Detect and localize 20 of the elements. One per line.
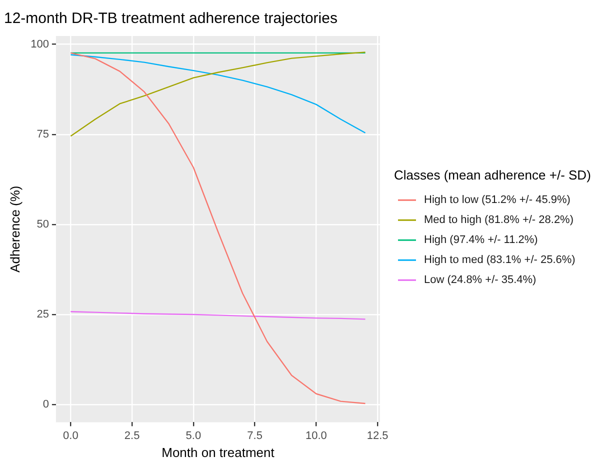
y-tick-label: 50 bbox=[36, 218, 49, 230]
legend-label: High to med (83.1% +/- 25.6%) bbox=[424, 254, 576, 266]
legend-label: Low (24.8% +/- 35.4%) bbox=[424, 274, 536, 286]
y-tick-label: 75 bbox=[36, 128, 49, 140]
y-axis-title: Adherence (%) bbox=[7, 186, 22, 272]
y-tick-label: 100 bbox=[30, 38, 49, 50]
x-tick-label: 0.0 bbox=[63, 430, 78, 442]
x-tick-label: 2.5 bbox=[124, 430, 140, 442]
x-tick-label: 12.5 bbox=[366, 430, 388, 442]
legend-label: High (97.4% +/- 11.2%) bbox=[424, 234, 538, 246]
x-tick-label: 10.0 bbox=[305, 430, 327, 442]
x-axis-title: Month on treatment bbox=[162, 444, 275, 460]
y-tick-label: 0 bbox=[42, 398, 49, 411]
legend-label: High to low (51.2% +/- 45.9%) bbox=[424, 194, 570, 206]
x-tick-label: 7.5 bbox=[247, 430, 262, 442]
legend-title: Classes (mean adherence +/- SD) bbox=[394, 168, 591, 183]
x-tick-label: 5.0 bbox=[186, 430, 202, 442]
y-tick-label: 25 bbox=[36, 308, 49, 321]
legend-label: Med to high (81.8% +/- 28.2%) bbox=[424, 214, 574, 226]
chart-title: 12-month DR-TB treatment adherence trajectories bbox=[4, 10, 338, 28]
